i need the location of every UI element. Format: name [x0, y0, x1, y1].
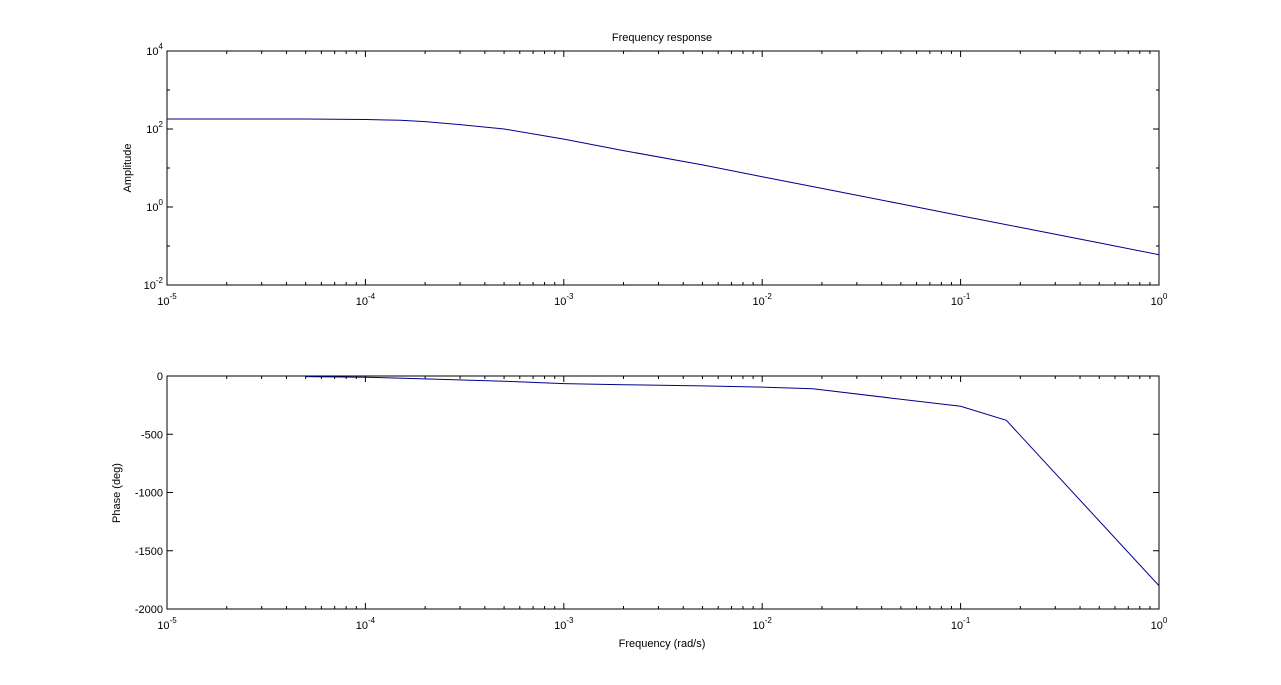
amplitude-x-tick-label: 10-4	[356, 292, 376, 308]
phase-x-axis-label: Frequency (rad/s)	[619, 638, 706, 650]
amplitude-axes: Frequency response Amplitude 10-5 10-4 10-…	[122, 32, 1168, 308]
amplitude-x-tick-label: 10-2	[753, 292, 773, 308]
amplitude-y-tick-label: 10-2	[144, 276, 164, 292]
phase-plot-frame	[166, 375, 1160, 610]
amplitude-chart-title: Frequency response	[612, 32, 712, 44]
phase-x-tick-label: 100	[1151, 616, 1168, 632]
amplitude-plot-frame	[166, 50, 1160, 286]
phase-axes: Frequency (rad/s) Phase (deg) 10-5 10-4 10…	[111, 371, 1168, 650]
amplitude-x-tick-label: 10-5	[157, 292, 177, 308]
amplitude-y-tick-label: 102	[146, 120, 163, 136]
phase-series-line	[305, 376, 1160, 587]
phase-x-tick-label: 10-2	[753, 616, 773, 632]
amplitude-y-tick-label: 104	[146, 42, 163, 58]
phase-x-tick-label: 10-1	[951, 616, 971, 632]
phase-y-tick-label: -500	[141, 429, 163, 441]
amplitude-x-tick-label: 100	[1151, 292, 1168, 308]
phase-y-axis-label: Phase (deg)	[111, 463, 123, 523]
amplitude-y-axis-label: Amplitude	[122, 144, 134, 193]
phase-x-tick-label: 10-5	[157, 616, 177, 632]
phase-y-tick-label: -1500	[135, 546, 163, 558]
amplitude-y-tick-label: 100	[146, 198, 163, 214]
amplitude-x-tick-label: 10-1	[951, 292, 971, 308]
phase-y-tick-label: 0	[157, 371, 163, 383]
phase-x-tick-label: 10-3	[554, 616, 574, 632]
phase-y-tick-label: -1000	[135, 488, 163, 500]
phase-x-tick-label: 10-4	[356, 616, 376, 632]
phase-y-tick-label: -2000	[135, 604, 163, 616]
amplitude-series-line	[167, 118, 1160, 256]
amplitude-x-tick-label: 10-3	[554, 292, 574, 308]
